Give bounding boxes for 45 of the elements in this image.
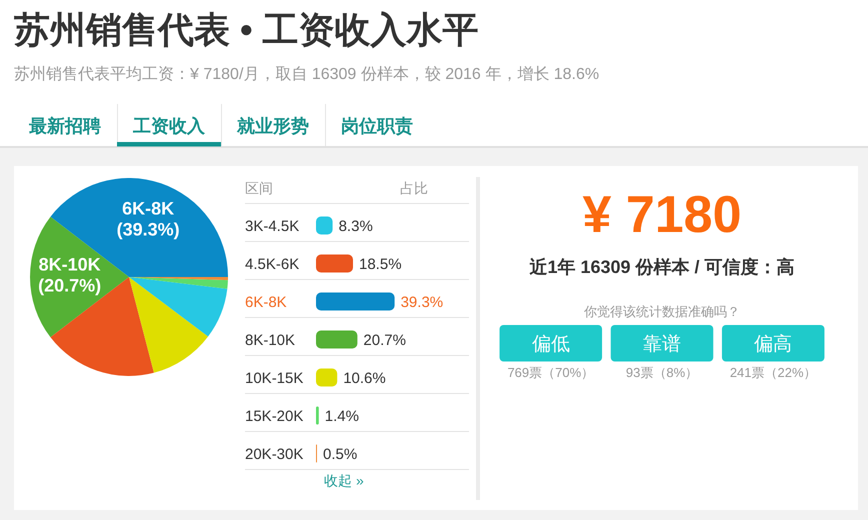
bar: [316, 330, 358, 348]
text: 769票（70%）: [507, 365, 594, 380]
y-tick-label: 4.5K-6K: [245, 256, 300, 273]
text: 工资收入: [132, 116, 206, 136]
y-tick-label: 15K-20K: [245, 408, 304, 425]
slice-label: 6K-8K: [122, 198, 174, 218]
data-label: 39.3%: [400, 294, 444, 311]
bar: [316, 254, 353, 272]
y-tick-label: 3K-4.5K: [245, 218, 300, 235]
bar: [316, 216, 333, 234]
pie-slice: [129, 277, 208, 373]
text: 就业形势: [236, 116, 309, 136]
data-label: 0.5%: [323, 446, 358, 463]
y-tick-label: 20K-30K: [245, 446, 304, 463]
bar: [316, 406, 319, 424]
data-label: 8.3%: [338, 218, 373, 235]
data-label: (20.7%): [38, 276, 102, 296]
text: 你觉得该统计数据准确吗？: [583, 304, 740, 319]
text: 靠谱: [643, 333, 681, 355]
y-axis-title: 区间: [245, 180, 273, 196]
annotation: 收起 »: [324, 472, 364, 488]
slice-label: 8K-10K: [38, 254, 101, 274]
text: 偏低: [532, 334, 570, 355]
data-label: (39.3%): [116, 219, 180, 240]
bar: [316, 368, 338, 386]
text: 苏州销售代表平均工资：¥ 7180/月，取自 16309 份样本，较 2016 年，增长 18.6%: [14, 65, 600, 83]
chart-title: 苏州销售代表 • 工资收入水平: [13, 9, 479, 50]
data-label: 1.4%: [324, 408, 360, 425]
bar: [316, 292, 395, 310]
text: 近1年 16309 份样本 / 可信度：高: [528, 257, 795, 277]
y-tick-label: 10K-15K: [245, 370, 304, 387]
y-tick-label: 8K-10K: [245, 332, 296, 349]
data-label: 10.6%: [343, 370, 386, 387]
pie-slice: [129, 277, 228, 337]
text: 岗位职责: [341, 116, 413, 136]
text: 93票（8%）: [626, 365, 698, 380]
pie-slice: [129, 277, 228, 289]
text: 最新招聘: [28, 116, 101, 136]
data-label: 20.7%: [363, 332, 406, 349]
y-tick-label: 6K-8K: [245, 294, 287, 311]
text: 241票（22%）: [730, 365, 817, 380]
x-axis-title: 占比: [400, 180, 428, 196]
text: 偏高: [754, 333, 792, 355]
text: ¥ 7180: [582, 186, 742, 244]
data-label: 18.5%: [359, 256, 402, 273]
